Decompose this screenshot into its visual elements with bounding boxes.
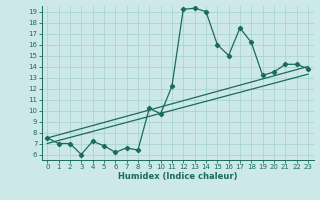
X-axis label: Humidex (Indice chaleur): Humidex (Indice chaleur)	[118, 172, 237, 181]
